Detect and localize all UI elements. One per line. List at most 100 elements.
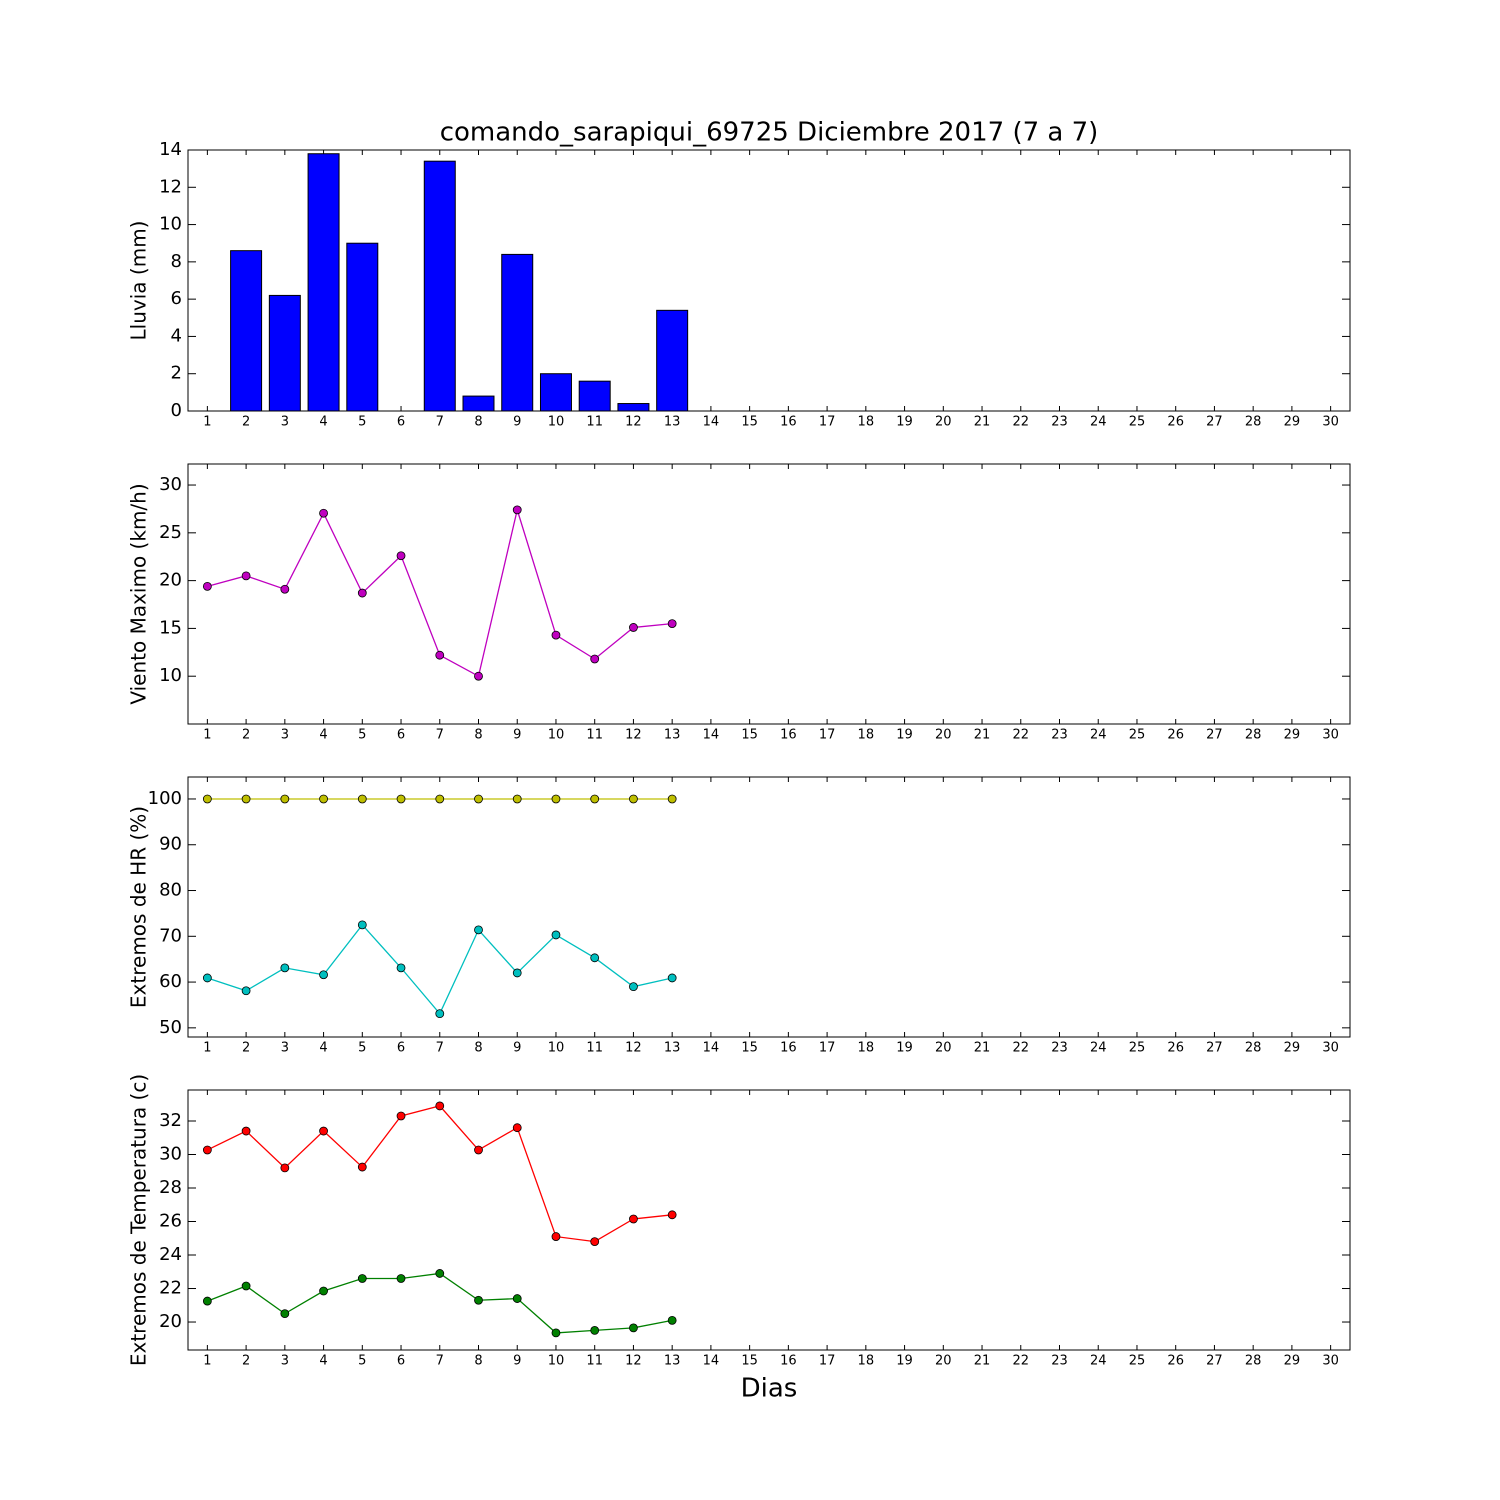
x-tick-label: 29 <box>1284 728 1301 743</box>
point <box>474 1295 483 1305</box>
x-tick-label: 26 <box>1167 728 1184 743</box>
y-tick-label: 15 <box>159 617 182 638</box>
bar <box>268 294 301 412</box>
x-tick-label: 4 <box>319 415 327 430</box>
point <box>280 963 290 973</box>
x-tick-label: 14 <box>703 415 720 430</box>
x-tick-label: 24 <box>1090 1041 1107 1056</box>
x-tick-label: 2 <box>242 728 250 743</box>
x-tick-label: 8 <box>474 415 482 430</box>
x-tick-label: 22 <box>1012 728 1029 743</box>
x-tick-label: 28 <box>1245 1041 1262 1056</box>
x-tick-label: 23 <box>1051 1041 1068 1056</box>
x-tick-label: 10 <box>548 1354 565 1369</box>
bar <box>539 373 572 412</box>
point <box>551 930 561 940</box>
y-tick-label: 8 <box>171 251 182 272</box>
point <box>629 1323 638 1333</box>
y-tick-label: 10 <box>159 665 182 686</box>
x-tick-label: 6 <box>397 1354 405 1369</box>
y-tick-label: 70 <box>159 925 182 946</box>
point <box>357 1274 367 1283</box>
x-tick-label: 6 <box>397 728 405 743</box>
series-line <box>207 1105 673 1243</box>
point <box>319 1286 328 1296</box>
x-tick-label: 27 <box>1206 728 1223 743</box>
x-tick-label: 13 <box>664 1041 681 1056</box>
axes-frame <box>187 776 1351 1038</box>
x-tick-label: 26 <box>1167 1041 1184 1056</box>
point <box>551 630 561 640</box>
bar <box>501 253 534 412</box>
point <box>357 920 367 930</box>
point <box>319 1126 328 1136</box>
x-tick-label: 13 <box>664 415 681 430</box>
x-tick-label: 1 <box>203 728 211 743</box>
y-tick-label: 20 <box>159 570 182 591</box>
bar <box>346 242 379 412</box>
x-tick-label: 15 <box>741 728 758 743</box>
x-tick-label: 19 <box>896 1354 913 1369</box>
x-tick-label: 29 <box>1284 1354 1301 1369</box>
x-tick-label: 9 <box>513 1354 521 1369</box>
point <box>435 1009 445 1019</box>
x-tick-label: 7 <box>436 1354 444 1369</box>
x-tick-label: 3 <box>281 1041 289 1056</box>
series-line <box>207 923 673 1015</box>
x-tick-label: 8 <box>474 1354 482 1369</box>
x-tick-label: 20 <box>935 728 952 743</box>
x-tick-label: 15 <box>741 1354 758 1369</box>
x-tick-label: 5 <box>358 1041 366 1056</box>
x-tick-label: 11 <box>586 1354 603 1369</box>
y-tick-label: 20 <box>159 1311 182 1332</box>
point <box>202 794 212 804</box>
x-tick-label: 11 <box>586 728 603 743</box>
x-tick-label: 1 <box>203 415 211 430</box>
point <box>590 794 600 804</box>
y-tick-label: 30 <box>159 474 182 495</box>
x-tick-label: 17 <box>819 1041 836 1056</box>
y-tick-label: 22 <box>159 1278 182 1299</box>
series-line <box>207 1272 673 1334</box>
x-tick-label: 7 <box>436 415 444 430</box>
y-tick-label: 10 <box>159 214 182 235</box>
x-tick-label: 19 <box>896 728 913 743</box>
x-tick-label: 2 <box>242 1041 250 1056</box>
point <box>396 1274 406 1283</box>
axes-frame <box>187 1089 1351 1351</box>
x-tick-label: 17 <box>819 728 836 743</box>
x-tick-label: 5 <box>358 415 366 430</box>
chart-title: comando_sarapiqui_69725 Diciembre 2017 (… <box>440 118 1099 148</box>
x-tick-label: 18 <box>858 415 875 430</box>
y-tick-label: 80 <box>159 880 182 901</box>
point <box>629 623 638 632</box>
point <box>202 581 212 591</box>
x-tick-label: 20 <box>935 415 952 430</box>
point <box>241 571 251 581</box>
point <box>396 963 406 973</box>
x-tick-label: 28 <box>1245 1354 1262 1369</box>
point <box>667 1210 677 1220</box>
x-tick-label: 21 <box>974 1354 991 1369</box>
point <box>551 1328 561 1338</box>
x-tick-label: 26 <box>1167 415 1184 430</box>
x-tick-label: 22 <box>1012 1041 1029 1056</box>
y-tick-label: 24 <box>159 1244 182 1265</box>
y-axis-label: Extremos de Temperatura (c) <box>127 1074 151 1366</box>
point <box>396 1111 406 1121</box>
point <box>280 1309 290 1319</box>
x-tick-label: 22 <box>1012 415 1029 430</box>
point <box>512 1123 522 1133</box>
y-tick-label: 50 <box>159 1017 182 1038</box>
x-tick-label: 23 <box>1051 1354 1068 1369</box>
y-tick-label: 60 <box>159 971 182 992</box>
x-tick-label: 4 <box>319 1041 327 1056</box>
point <box>241 794 251 804</box>
y-axis-label: Viento Maximo (km/h) <box>127 483 151 704</box>
y-tick-label: 26 <box>159 1211 182 1232</box>
x-tick-label: 30 <box>1322 728 1339 743</box>
bar <box>617 403 650 412</box>
x-tick-label: 27 <box>1206 1354 1223 1369</box>
y-tick-label: 90 <box>159 834 182 855</box>
x-tick-label: 21 <box>974 1041 991 1056</box>
